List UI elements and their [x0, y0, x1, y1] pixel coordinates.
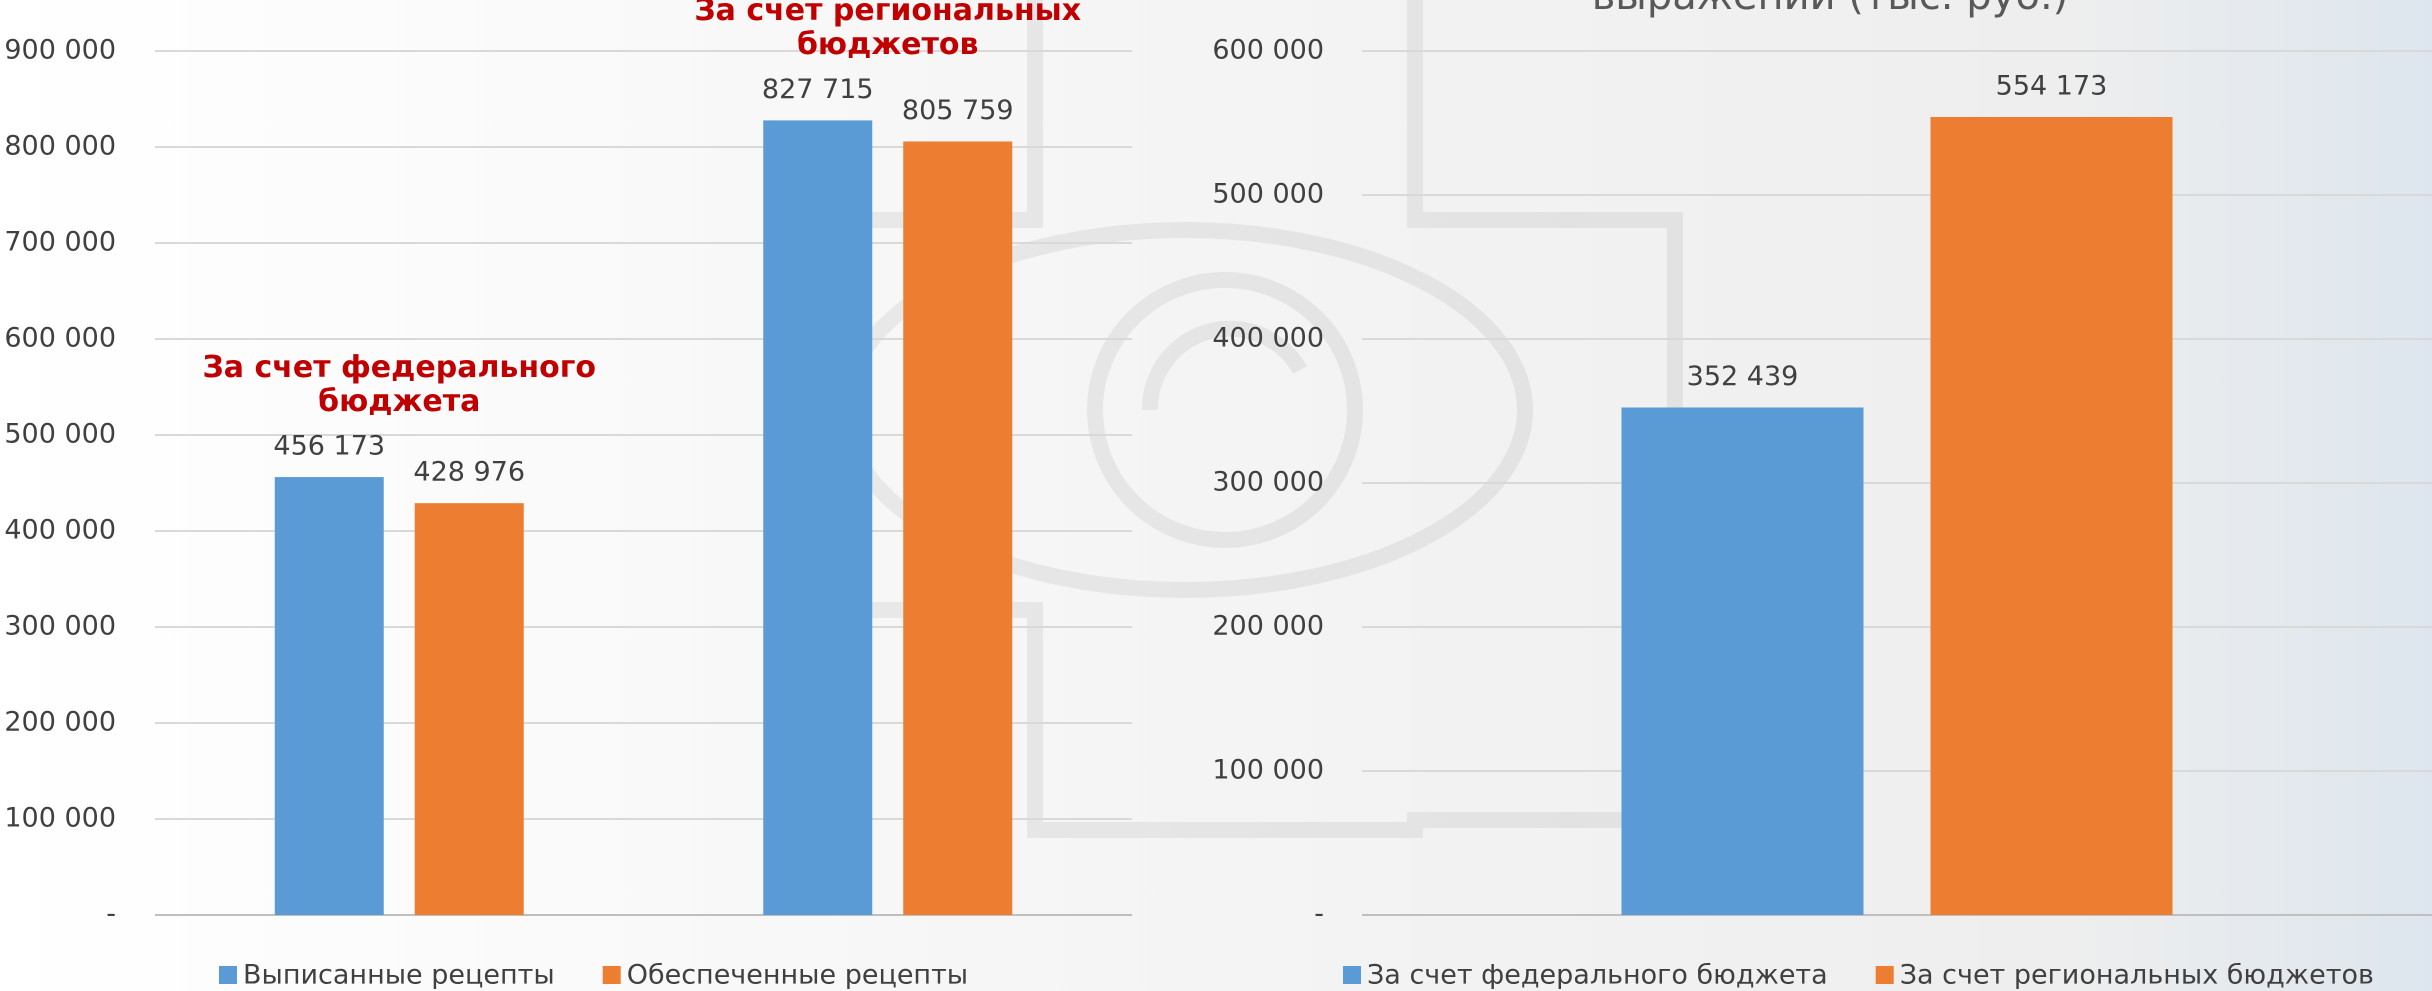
y-tick-label: 500 000: [1212, 179, 1324, 210]
y-tick-label: 600 000: [1212, 35, 1324, 66]
bar: [274, 477, 384, 915]
y-tick-label: 800 000: [4, 131, 116, 162]
legend-label: За счет федерального бюджета: [1367, 960, 1828, 991]
value-label: 352 439: [1687, 361, 1799, 392]
bar: [1930, 116, 2173, 915]
y-tick-label: 300 000: [4, 611, 116, 642]
y-tick-label: 200 000: [4, 707, 116, 738]
watermark: [835, 0, 1683, 838]
bar: [414, 503, 524, 915]
y-tick-label: 400 000: [1212, 323, 1324, 354]
y-tick-label: 300 000: [1212, 467, 1324, 498]
legend-swatch: [1875, 966, 1894, 984]
legend-label: Выписанные рецепты: [243, 960, 555, 991]
y-tick-label: 900 000: [4, 35, 116, 66]
bar: [1621, 407, 1864, 915]
bar: [763, 120, 873, 915]
legend-label: Обеспеченные рецепты: [627, 960, 968, 991]
y-tick-label: 700 000: [4, 227, 116, 258]
y-tick-label: -: [1314, 899, 1324, 930]
value-label: 428 976: [413, 457, 525, 488]
value-label: 827 715: [762, 74, 874, 105]
legend-swatch: [219, 966, 237, 984]
legend-label: За счет региональных бюджетов: [1900, 960, 2374, 991]
legend-swatch: [602, 966, 621, 984]
y-tick-label: 500 000: [4, 419, 116, 450]
y-tick-label: 100 000: [4, 803, 116, 834]
y-tick-label: 400 000: [4, 515, 116, 546]
y-tick-label: 100 000: [1212, 755, 1324, 786]
category-label: За счет региональных бюджетов: [694, 0, 1082, 63]
chart-title: выражении (тыс. руб.): [1592, 0, 2069, 19]
y-tick-label: -: [106, 899, 116, 930]
value-label: 456 173: [273, 431, 385, 462]
category-label: За счет федерального бюджета: [202, 350, 597, 420]
value-label: 805 759: [902, 95, 1014, 126]
y-tick-label: 200 000: [1212, 611, 1324, 642]
bar: [903, 141, 1013, 915]
y-tick-label: 600 000: [4, 323, 116, 354]
value-label: 554 173: [1996, 70, 2108, 101]
legend-swatch: [1343, 966, 1361, 984]
